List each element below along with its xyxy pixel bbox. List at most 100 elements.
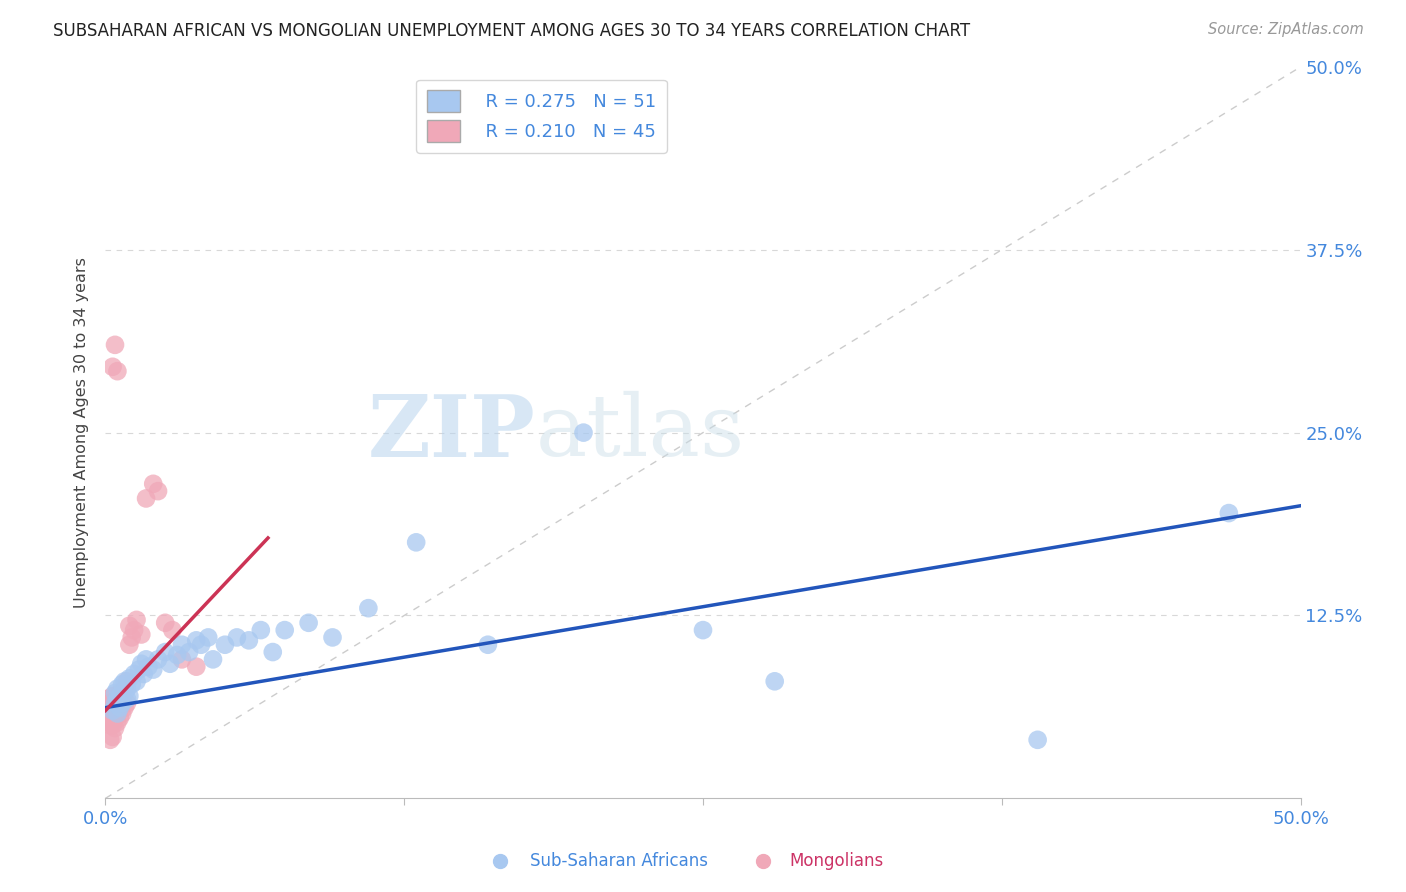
Point xyxy=(357,601,380,615)
Point xyxy=(125,613,148,627)
Point xyxy=(202,652,225,666)
Point xyxy=(122,623,145,637)
Point xyxy=(135,652,157,666)
Point xyxy=(104,338,127,352)
Point xyxy=(101,359,124,374)
Point xyxy=(162,623,184,637)
Point xyxy=(166,648,188,662)
Point xyxy=(107,691,129,706)
Text: Source: ZipAtlas.com: Source: ZipAtlas.com xyxy=(1208,22,1364,37)
Point xyxy=(107,706,129,721)
Point xyxy=(108,700,131,714)
Point xyxy=(692,623,714,637)
Point xyxy=(763,674,786,689)
Point xyxy=(107,681,129,696)
Point xyxy=(142,476,165,491)
Point xyxy=(104,689,127,703)
Point xyxy=(186,633,208,648)
Text: atlas: atlas xyxy=(536,391,745,475)
Point xyxy=(170,638,193,652)
Point xyxy=(101,700,124,714)
Text: ZIP: ZIP xyxy=(368,391,536,475)
Point xyxy=(298,615,321,630)
Point xyxy=(273,623,295,637)
Point xyxy=(132,667,155,681)
Point xyxy=(108,711,131,725)
Point xyxy=(107,706,129,721)
Point xyxy=(1026,732,1049,747)
Point xyxy=(146,652,169,666)
Point xyxy=(104,721,127,735)
Point xyxy=(101,718,124,732)
Point xyxy=(129,627,153,641)
Point xyxy=(114,700,136,714)
Point xyxy=(153,615,177,630)
Point xyxy=(108,700,131,714)
Point xyxy=(1218,506,1240,520)
Point xyxy=(321,631,344,645)
Point xyxy=(97,715,120,730)
Point xyxy=(159,657,181,671)
Point xyxy=(107,364,129,378)
Point xyxy=(477,638,499,652)
Point xyxy=(118,689,141,703)
Point xyxy=(197,631,219,645)
Point xyxy=(111,696,134,710)
Point xyxy=(114,674,136,689)
Point xyxy=(225,631,249,645)
Point xyxy=(115,674,138,689)
Point xyxy=(121,677,143,691)
Point xyxy=(238,633,260,648)
Point xyxy=(97,691,120,706)
Point xyxy=(121,631,143,645)
Point xyxy=(405,535,427,549)
Point xyxy=(98,732,121,747)
Point xyxy=(98,718,121,732)
Point xyxy=(128,663,150,677)
Point xyxy=(118,638,141,652)
Point xyxy=(101,704,124,718)
Point xyxy=(111,691,134,706)
Point xyxy=(101,689,124,703)
Point xyxy=(153,645,177,659)
Point xyxy=(135,491,157,506)
Point xyxy=(98,706,121,721)
Point xyxy=(170,652,193,666)
Point xyxy=(98,696,121,710)
Point xyxy=(190,638,212,652)
Point xyxy=(114,686,136,700)
Point xyxy=(94,711,117,725)
Point xyxy=(118,618,141,632)
Point xyxy=(104,696,127,710)
Point xyxy=(114,681,136,696)
Point xyxy=(111,677,134,691)
Point xyxy=(214,638,236,652)
Point xyxy=(101,711,124,725)
Point xyxy=(107,715,129,730)
Text: Mongolians: Mongolians xyxy=(789,852,883,870)
Point xyxy=(250,623,273,637)
Point xyxy=(142,663,165,677)
Point xyxy=(146,484,169,499)
Point xyxy=(262,645,284,659)
Point xyxy=(186,659,208,673)
Point xyxy=(572,425,595,440)
Point xyxy=(101,730,124,744)
Point xyxy=(115,696,138,710)
Point xyxy=(107,691,129,706)
Point xyxy=(138,659,160,673)
Point xyxy=(108,686,131,700)
Text: Sub-Saharan Africans: Sub-Saharan Africans xyxy=(530,852,707,870)
Point xyxy=(104,711,127,725)
Point xyxy=(97,704,120,718)
Point xyxy=(115,681,138,696)
Point xyxy=(108,689,131,703)
Point xyxy=(104,700,127,714)
Point xyxy=(129,657,153,671)
Point xyxy=(177,645,201,659)
Point xyxy=(122,667,145,681)
Point xyxy=(125,674,148,689)
Text: SUBSAHARAN AFRICAN VS MONGOLIAN UNEMPLOYMENT AMONG AGES 30 TO 34 YEARS CORRELATI: SUBSAHARAN AFRICAN VS MONGOLIAN UNEMPLOY… xyxy=(53,22,970,40)
Point xyxy=(104,686,127,700)
Point xyxy=(118,672,141,686)
